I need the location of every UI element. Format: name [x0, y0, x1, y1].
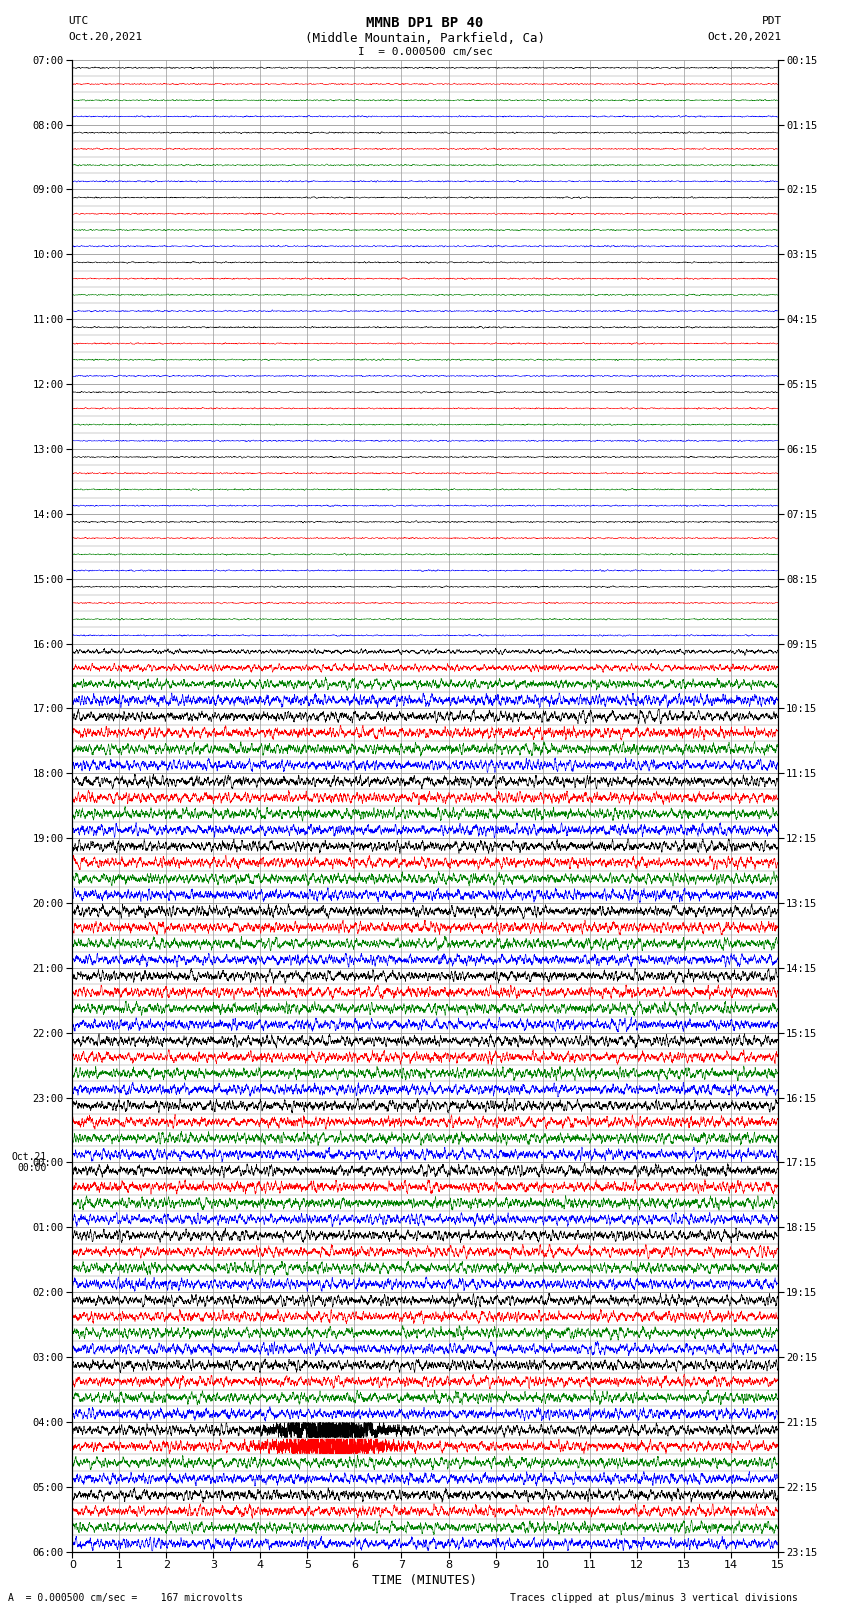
Text: UTC: UTC	[68, 16, 88, 26]
Text: I  = 0.000500 cm/sec: I = 0.000500 cm/sec	[358, 47, 492, 56]
Text: Traces clipped at plus/minus 3 vertical divisions: Traces clipped at plus/minus 3 vertical …	[510, 1594, 798, 1603]
Text: (Middle Mountain, Parkfield, Ca): (Middle Mountain, Parkfield, Ca)	[305, 32, 545, 45]
Text: MMNB DP1 BP 40: MMNB DP1 BP 40	[366, 16, 484, 31]
Text: Oct.21
00:00: Oct.21 00:00	[11, 1152, 47, 1173]
Text: A  = 0.000500 cm/sec =    167 microvolts: A = 0.000500 cm/sec = 167 microvolts	[8, 1594, 243, 1603]
Text: PDT: PDT	[762, 16, 782, 26]
Text: Oct.20,2021: Oct.20,2021	[68, 32, 142, 42]
Text: Oct.20,2021: Oct.20,2021	[708, 32, 782, 42]
X-axis label: TIME (MINUTES): TIME (MINUTES)	[372, 1574, 478, 1587]
